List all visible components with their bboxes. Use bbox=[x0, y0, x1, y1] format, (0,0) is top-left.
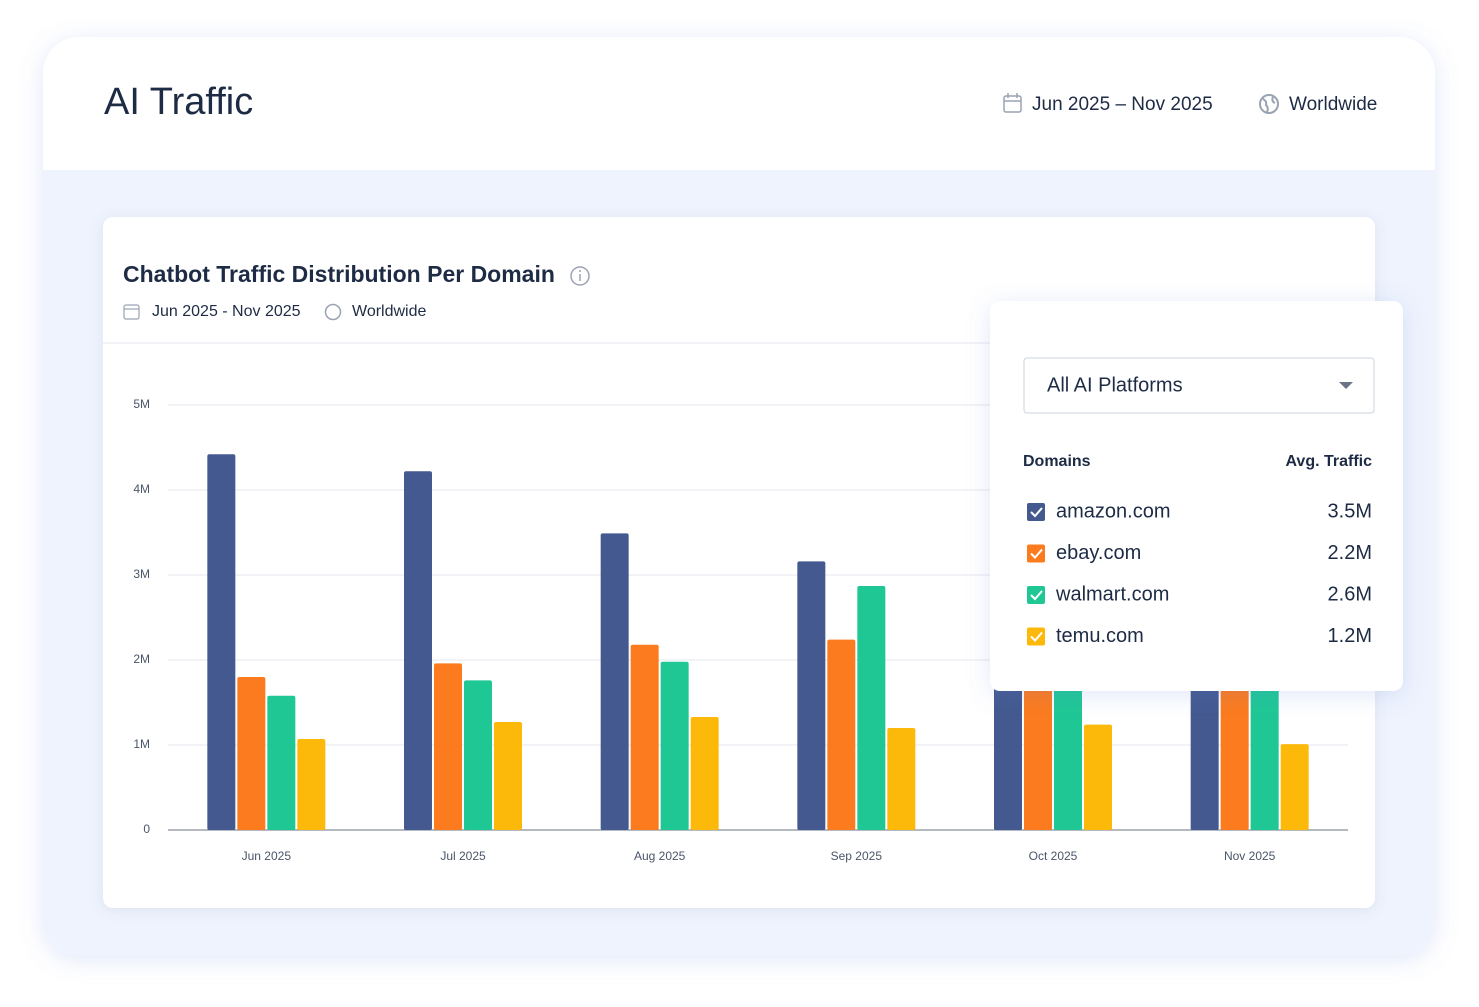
info-icon[interactable] bbox=[570, 266, 590, 286]
bar bbox=[237, 677, 266, 830]
legend-domain: ebay.com bbox=[1056, 542, 1141, 564]
bar bbox=[1280, 744, 1309, 830]
x-tick-label: Sep 2025 bbox=[831, 849, 883, 863]
chart-title: Chatbot Traffic Distribution Per Domain bbox=[123, 261, 555, 287]
chart-region: Worldwide bbox=[352, 303, 427, 320]
x-tick-label: Nov 2025 bbox=[1224, 849, 1276, 863]
legend-avg-traffic: 1.2M bbox=[1328, 625, 1372, 647]
x-tick-label: Jun 2025 bbox=[242, 849, 292, 863]
traffic-header: Avg. Traffic bbox=[1285, 453, 1372, 470]
legend-checkbox[interactable] bbox=[1027, 503, 1045, 521]
header-bar bbox=[43, 37, 1435, 170]
y-tick-label: 3M bbox=[133, 567, 150, 581]
bar bbox=[630, 644, 659, 830]
legend-checkbox[interactable] bbox=[1027, 586, 1045, 604]
check-mark bbox=[1030, 507, 1043, 518]
bar bbox=[690, 716, 719, 830]
bar bbox=[1084, 724, 1112, 830]
dropdown[interactable] bbox=[1023, 357, 1375, 414]
bar bbox=[434, 663, 462, 830]
check-mark bbox=[1030, 590, 1043, 601]
dropdown-arrow bbox=[1339, 382, 1353, 389]
dropdown-label: All AI Platforms bbox=[1047, 374, 1183, 396]
bar bbox=[827, 639, 856, 830]
calendar-icon bbox=[1003, 93, 1022, 113]
y-tick-label: 1M bbox=[133, 737, 150, 751]
domains-header: Domains bbox=[1023, 453, 1091, 470]
chart-date: Jun 2025 - Nov 2025 bbox=[152, 303, 301, 320]
x-tick-label: Oct 2025 bbox=[1029, 849, 1078, 863]
bar bbox=[464, 680, 492, 830]
calendar-icon bbox=[123, 304, 140, 320]
bar bbox=[797, 561, 826, 830]
legend-avg-traffic: 2.2M bbox=[1328, 542, 1372, 564]
x-tick-label: Aug 2025 bbox=[634, 849, 686, 863]
legend-avg-traffic: 3.5M bbox=[1328, 500, 1372, 522]
legend-checkbox[interactable] bbox=[1027, 627, 1045, 646]
y-tick-label: 0 bbox=[143, 822, 150, 836]
legend-domain: temu.com bbox=[1056, 625, 1144, 647]
bar bbox=[494, 722, 522, 830]
globe-icon bbox=[324, 303, 342, 321]
header-date[interactable]: Jun 2025 – Nov 2025 bbox=[1032, 94, 1213, 115]
y-tick-label: 2M bbox=[133, 652, 150, 666]
legend-domain: walmart.com bbox=[1055, 583, 1169, 605]
bar bbox=[600, 533, 629, 830]
x-tick-label: Jul 2025 bbox=[440, 849, 486, 863]
legend-avg-traffic: 2.6M bbox=[1328, 583, 1372, 605]
check-mark bbox=[1030, 548, 1043, 559]
bar bbox=[887, 728, 916, 830]
legend-domain: amazon.com bbox=[1056, 500, 1171, 522]
bar bbox=[857, 586, 886, 830]
legend-panel: All AI Platforms Domains Avg. Traffic am… bbox=[990, 301, 1403, 691]
bar bbox=[297, 739, 326, 830]
bar bbox=[404, 471, 432, 830]
bar bbox=[660, 661, 689, 830]
page-title: AI Traffic bbox=[104, 81, 253, 123]
bar bbox=[207, 454, 236, 830]
globe-icon bbox=[1259, 94, 1279, 114]
legend-checkbox[interactable] bbox=[1027, 544, 1045, 563]
y-tick-label: 5M bbox=[133, 397, 150, 411]
y-tick-label: 4M bbox=[133, 482, 150, 496]
check-mark bbox=[1030, 631, 1043, 642]
header-region[interactable]: Worldwide bbox=[1289, 94, 1377, 115]
bar bbox=[267, 695, 296, 830]
